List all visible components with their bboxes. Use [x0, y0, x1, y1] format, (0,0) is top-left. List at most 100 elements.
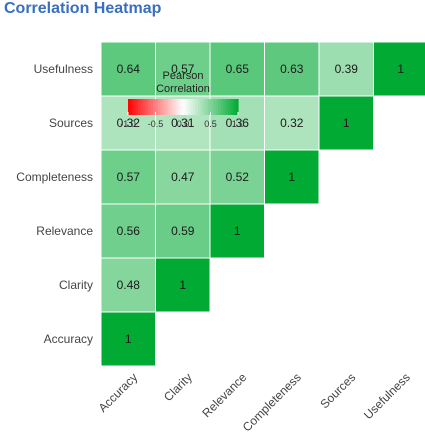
- legend-gradient-step: [155, 99, 159, 115]
- legend-gradient-step: [128, 99, 132, 115]
- legend-gradient-step: [173, 99, 177, 115]
- cell-value-label: 1: [125, 332, 132, 346]
- legend-gradient-step: [180, 99, 184, 115]
- legend-gradient-step: [200, 99, 204, 115]
- cell-value-label: 0.57: [171, 62, 195, 76]
- y-tick-label: Clarity: [59, 278, 93, 292]
- cell-value-label: 0.32: [117, 116, 141, 130]
- legend-title: Correlation: [156, 83, 210, 95]
- cell-value-label: 0.47: [171, 170, 195, 184]
- legend-gradient-step: [170, 99, 174, 115]
- y-tick-label: Accuracy: [44, 332, 93, 346]
- legend-gradient-step: [140, 99, 144, 115]
- legend-gradient-step: [135, 99, 139, 115]
- legend-gradient-step: [188, 99, 192, 115]
- cell-value-label: 1: [397, 62, 404, 76]
- legend-gradient-step: [228, 99, 232, 115]
- cell-value-label: 1: [234, 224, 241, 238]
- legend-gradient-step: [148, 99, 152, 115]
- legend-gradient-step: [130, 99, 134, 115]
- legend-gradient-step: [225, 99, 229, 115]
- cell-value-label: 0.59: [171, 224, 195, 238]
- legend-gradient-step: [175, 99, 179, 115]
- heatmap-cell: [155, 149, 211, 205]
- y-tick-label: Completeness: [16, 170, 93, 184]
- cell-value-label: 0.63: [280, 62, 304, 76]
- legend-gradient-step: [230, 99, 234, 115]
- chart-title: Correlation Heatmap: [4, 0, 162, 17]
- x-tick-label: Clarity: [161, 370, 195, 404]
- legend-tick-label: -0.5: [148, 119, 164, 129]
- heatmap-cell: [100, 257, 156, 313]
- y-tick-label: Relevance: [36, 224, 93, 238]
- legend-gradient-step: [233, 99, 237, 115]
- legend-gradient-step: [213, 99, 217, 115]
- legend-tick-label: 0.0: [177, 119, 190, 129]
- legend-gradient-step: [235, 99, 239, 115]
- x-tick-label: Sources: [317, 370, 358, 411]
- legend-gradient-step: [158, 99, 162, 115]
- cell-value-label: 0.32: [280, 116, 304, 130]
- legend-gradient-step: [215, 99, 219, 115]
- heatmap-cell: [209, 41, 265, 97]
- y-tick-label: Usefulness: [34, 62, 93, 76]
- cell-value-label: 0.48: [117, 278, 141, 292]
- legend-gradient-step: [145, 99, 149, 115]
- cell-value-label: 0.31: [171, 116, 195, 130]
- legend-gradient-step: [138, 99, 142, 115]
- legend-gradient-step: [195, 99, 199, 115]
- legend-gradient-step: [163, 99, 167, 115]
- legend-gradient-step: [193, 99, 197, 115]
- cell-value-label: 0.39: [335, 62, 359, 76]
- heatmap-cell: [155, 257, 211, 313]
- legend-gradient-step: [210, 99, 214, 115]
- x-tick-label: Completeness: [240, 370, 304, 434]
- legend-title: Pearson: [163, 70, 204, 82]
- legend-gradient-step: [185, 99, 189, 115]
- legend-tick-label: -1.0: [120, 119, 136, 129]
- x-tick-label: Accuracy: [96, 370, 141, 415]
- cell-value-label: 0.57: [117, 170, 141, 184]
- legend-tick-label: 0.5: [204, 119, 217, 129]
- legend-gradient-step: [178, 99, 182, 115]
- cell-value-label: 0.64: [117, 62, 141, 76]
- legend-gradient-step: [205, 99, 209, 115]
- heatmap-cell: [209, 149, 265, 205]
- y-tick-label: Sources: [49, 116, 93, 130]
- cell-value-label: 0.56: [117, 224, 141, 238]
- cell-value-label: 0.36: [226, 116, 250, 130]
- legend-gradient-step: [150, 99, 154, 115]
- legend-tick-label: 1.0: [232, 119, 245, 129]
- heatmap-cell: [264, 149, 320, 205]
- heatmap-cell: [100, 149, 156, 205]
- legend-gradient-step: [220, 99, 224, 115]
- legend-gradient-step: [153, 99, 157, 115]
- legend-gradient-step: [165, 99, 169, 115]
- cell-value-label: 1: [288, 170, 295, 184]
- heatmap-cell: [155, 41, 211, 97]
- legend-gradient-step: [168, 99, 172, 115]
- heatmap-cell: [373, 41, 425, 97]
- legend-gradient-step: [198, 99, 202, 115]
- heatmap-cell: [100, 311, 156, 367]
- legend-gradient-step: [208, 99, 212, 115]
- cell-value-label: 0.52: [226, 170, 250, 184]
- legend-gradient-step: [143, 99, 147, 115]
- heatmap-cell: [264, 95, 320, 151]
- legend-gradient-step: [218, 99, 222, 115]
- legend-gradient-step: [160, 99, 164, 115]
- legend-gradient-step: [190, 99, 194, 115]
- legend-gradient-step: [203, 99, 207, 115]
- legend-gradient-step: [133, 99, 137, 115]
- heatmap-cell: [318, 41, 374, 97]
- cell-value-label: 1: [179, 278, 186, 292]
- heatmap-cell: [264, 41, 320, 97]
- heatmap-cell: [209, 203, 265, 259]
- x-tick-label: Usefulness: [361, 370, 413, 422]
- legend-gradient-step: [223, 99, 227, 115]
- heatmap-cell: [100, 41, 156, 97]
- x-tick-label: Relevance: [199, 370, 249, 420]
- legend-gradient-step: [183, 99, 187, 115]
- cell-value-label: 0.65: [226, 62, 250, 76]
